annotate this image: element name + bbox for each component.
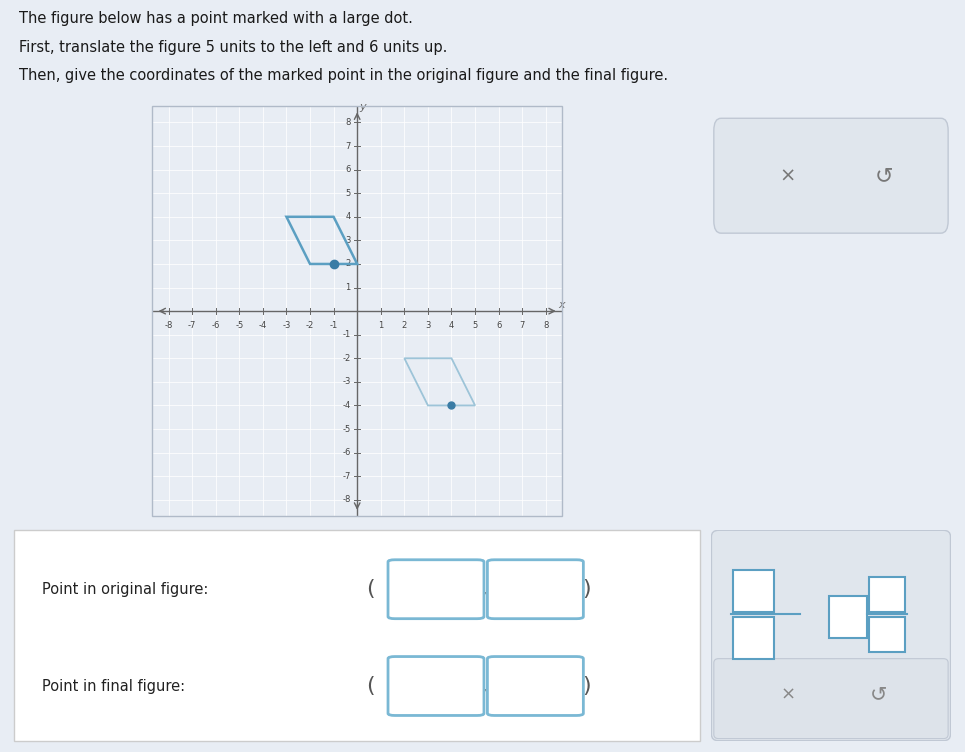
Text: First, translate the figure 5 units to the left and 6 units up.: First, translate the figure 5 units to t…	[19, 40, 448, 54]
Text: ,: ,	[482, 677, 486, 695]
FancyBboxPatch shape	[733, 617, 774, 659]
Text: -2: -2	[343, 353, 350, 362]
Text: -6: -6	[211, 321, 220, 330]
Text: -5: -5	[235, 321, 243, 330]
Text: 5: 5	[473, 321, 478, 330]
Text: 5: 5	[345, 189, 350, 198]
Text: 1: 1	[378, 321, 383, 330]
FancyBboxPatch shape	[14, 530, 700, 741]
Text: x: x	[558, 300, 565, 311]
FancyBboxPatch shape	[487, 559, 584, 619]
FancyBboxPatch shape	[711, 530, 951, 741]
FancyBboxPatch shape	[714, 659, 949, 738]
Text: 3: 3	[345, 236, 350, 245]
Text: -4: -4	[343, 401, 350, 410]
Text: ,: ,	[482, 581, 486, 599]
Text: ): )	[583, 579, 592, 599]
FancyBboxPatch shape	[714, 118, 949, 233]
Text: -7: -7	[188, 321, 196, 330]
Text: Then, give the coordinates of the marked point in the original figure and the fi: Then, give the coordinates of the marked…	[19, 68, 669, 83]
Text: 2: 2	[401, 321, 407, 330]
Text: 6: 6	[345, 165, 350, 174]
Text: -8: -8	[164, 321, 173, 330]
Text: ↺: ↺	[870, 684, 888, 705]
Text: 3: 3	[426, 321, 430, 330]
Text: -7: -7	[343, 472, 350, 481]
Text: -6: -6	[343, 448, 350, 457]
Text: -3: -3	[343, 378, 350, 387]
Text: -4: -4	[259, 321, 267, 330]
Text: 4: 4	[449, 321, 455, 330]
Text: 2: 2	[345, 259, 350, 268]
FancyBboxPatch shape	[487, 656, 584, 715]
Text: Point in final figure:: Point in final figure:	[41, 678, 185, 693]
Text: y: y	[359, 102, 366, 112]
FancyBboxPatch shape	[388, 559, 484, 619]
Text: -5: -5	[343, 425, 350, 433]
Bar	[152, 106, 563, 517]
Text: ×: ×	[781, 685, 795, 703]
Text: The figure below has a point marked with a large dot.: The figure below has a point marked with…	[19, 11, 413, 26]
Text: ): )	[583, 676, 592, 696]
Text: 8: 8	[543, 321, 548, 330]
Text: 8: 8	[345, 118, 350, 127]
Text: 1: 1	[345, 283, 350, 292]
Text: -1: -1	[343, 330, 350, 339]
Text: ↺: ↺	[874, 165, 893, 186]
FancyBboxPatch shape	[829, 596, 867, 638]
FancyBboxPatch shape	[388, 656, 484, 715]
FancyBboxPatch shape	[869, 577, 905, 612]
Text: 4: 4	[345, 212, 350, 221]
Text: (: (	[367, 676, 375, 696]
Text: -8: -8	[343, 496, 350, 505]
Text: -1: -1	[329, 321, 338, 330]
Text: ×: ×	[780, 166, 796, 185]
Text: Point in original figure:: Point in original figure:	[41, 582, 208, 597]
Text: -2: -2	[306, 321, 315, 330]
Text: (: (	[367, 579, 375, 599]
FancyBboxPatch shape	[869, 617, 905, 652]
Text: 6: 6	[496, 321, 502, 330]
Text: 7: 7	[519, 321, 525, 330]
FancyBboxPatch shape	[733, 570, 774, 612]
Text: 7: 7	[345, 141, 350, 150]
Text: -3: -3	[282, 321, 290, 330]
